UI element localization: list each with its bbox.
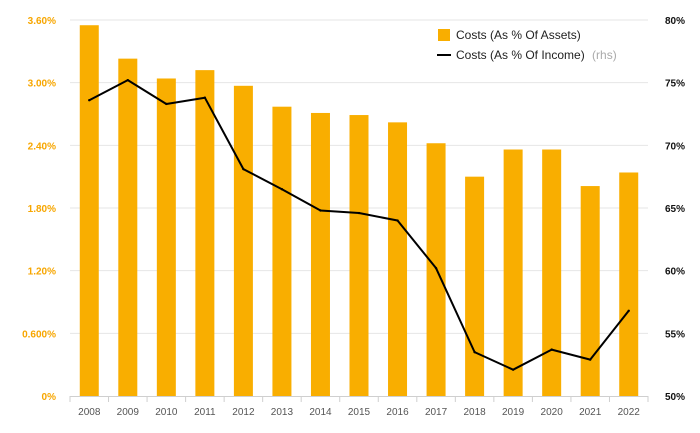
legend: Costs (As % Of Assets) Costs (As % Of In… (437, 28, 617, 62)
bar (349, 115, 369, 397)
y-right-tick-label: 60% (665, 267, 685, 278)
bar (272, 106, 292, 396)
bar (580, 186, 600, 396)
line-point (126, 78, 129, 82)
x-tick-label: 2022 (618, 407, 641, 418)
x-tick-label: 2019 (502, 407, 525, 418)
bar (156, 78, 176, 396)
line-point (511, 368, 515, 371)
line-point (88, 99, 91, 102)
y-left-tick-label: 3.00% (28, 79, 56, 90)
line-point (396, 219, 399, 222)
legend-label-line-suffix: (rhs) (592, 48, 617, 62)
bar (619, 172, 639, 396)
x-tick-label: 2017 (425, 407, 448, 418)
line-point (434, 266, 438, 270)
x-tick-label: 2012 (232, 407, 255, 418)
legend-label-line: Costs (As % Of Income) (rhs) (456, 48, 617, 62)
y-right-tick-label: 80% (665, 16, 685, 27)
line-point (319, 209, 322, 212)
bar (310, 112, 330, 396)
bar (503, 149, 523, 396)
line-point (242, 167, 245, 171)
x-tick-label: 2013 (271, 407, 294, 418)
y-left-tick-label: 1.80% (28, 204, 56, 215)
y-left-tick-label: 3.60% (28, 16, 56, 27)
line-point (357, 211, 361, 215)
y-right-tick-label: 65% (665, 204, 685, 215)
axes: 0% 0.600% 1.20% 1.80% 2.40% 3.00% 3.60% 50% 55% 6… (22, 16, 685, 418)
y-left-tick-label: 1.20% (28, 267, 56, 278)
y-left-tick-label: 0.600% (22, 329, 56, 340)
line-point (627, 309, 630, 312)
line-point (165, 102, 168, 106)
x-tick-label: 2009 (117, 407, 140, 418)
bar (465, 176, 485, 396)
line-series (88, 78, 630, 371)
x-tick-label: 2014 (309, 407, 332, 418)
y-right-tick-label: 55% (665, 329, 685, 340)
bar (542, 149, 562, 396)
x-tick-label: 2020 (541, 407, 564, 418)
x-tick-label: 2011 (194, 407, 216, 418)
line-point (203, 96, 207, 99)
y-right-tick-label: 50% (665, 392, 685, 403)
bar-series (79, 25, 639, 397)
legend-label-line-name: Costs (As % Of Income) (456, 48, 585, 62)
line-point (550, 348, 553, 351)
bar (388, 122, 408, 396)
line-point (473, 350, 476, 354)
line-point (280, 188, 284, 191)
x-tick-label: 2021 (579, 407, 602, 418)
y-right-tick-label: 70% (665, 141, 685, 152)
y-left-tick-label: 0% (42, 392, 57, 403)
y-right-tick-label: 75% (665, 79, 685, 90)
x-tick-label: 2015 (348, 407, 371, 418)
bar (79, 25, 99, 396)
x-tick-label: 2018 (463, 407, 486, 418)
line-point (589, 358, 592, 361)
bar (233, 85, 253, 397)
x-tick-label: 2016 (386, 407, 409, 418)
bar (118, 58, 138, 397)
x-tick-label: 2008 (78, 407, 101, 418)
legend-label-bar: Costs (As % Of Assets) (456, 28, 581, 42)
legend-swatch-bar (438, 29, 450, 41)
y-left-tick-label: 2.40% (28, 141, 56, 152)
x-tick-label: 2010 (155, 407, 178, 418)
bar (195, 70, 215, 396)
